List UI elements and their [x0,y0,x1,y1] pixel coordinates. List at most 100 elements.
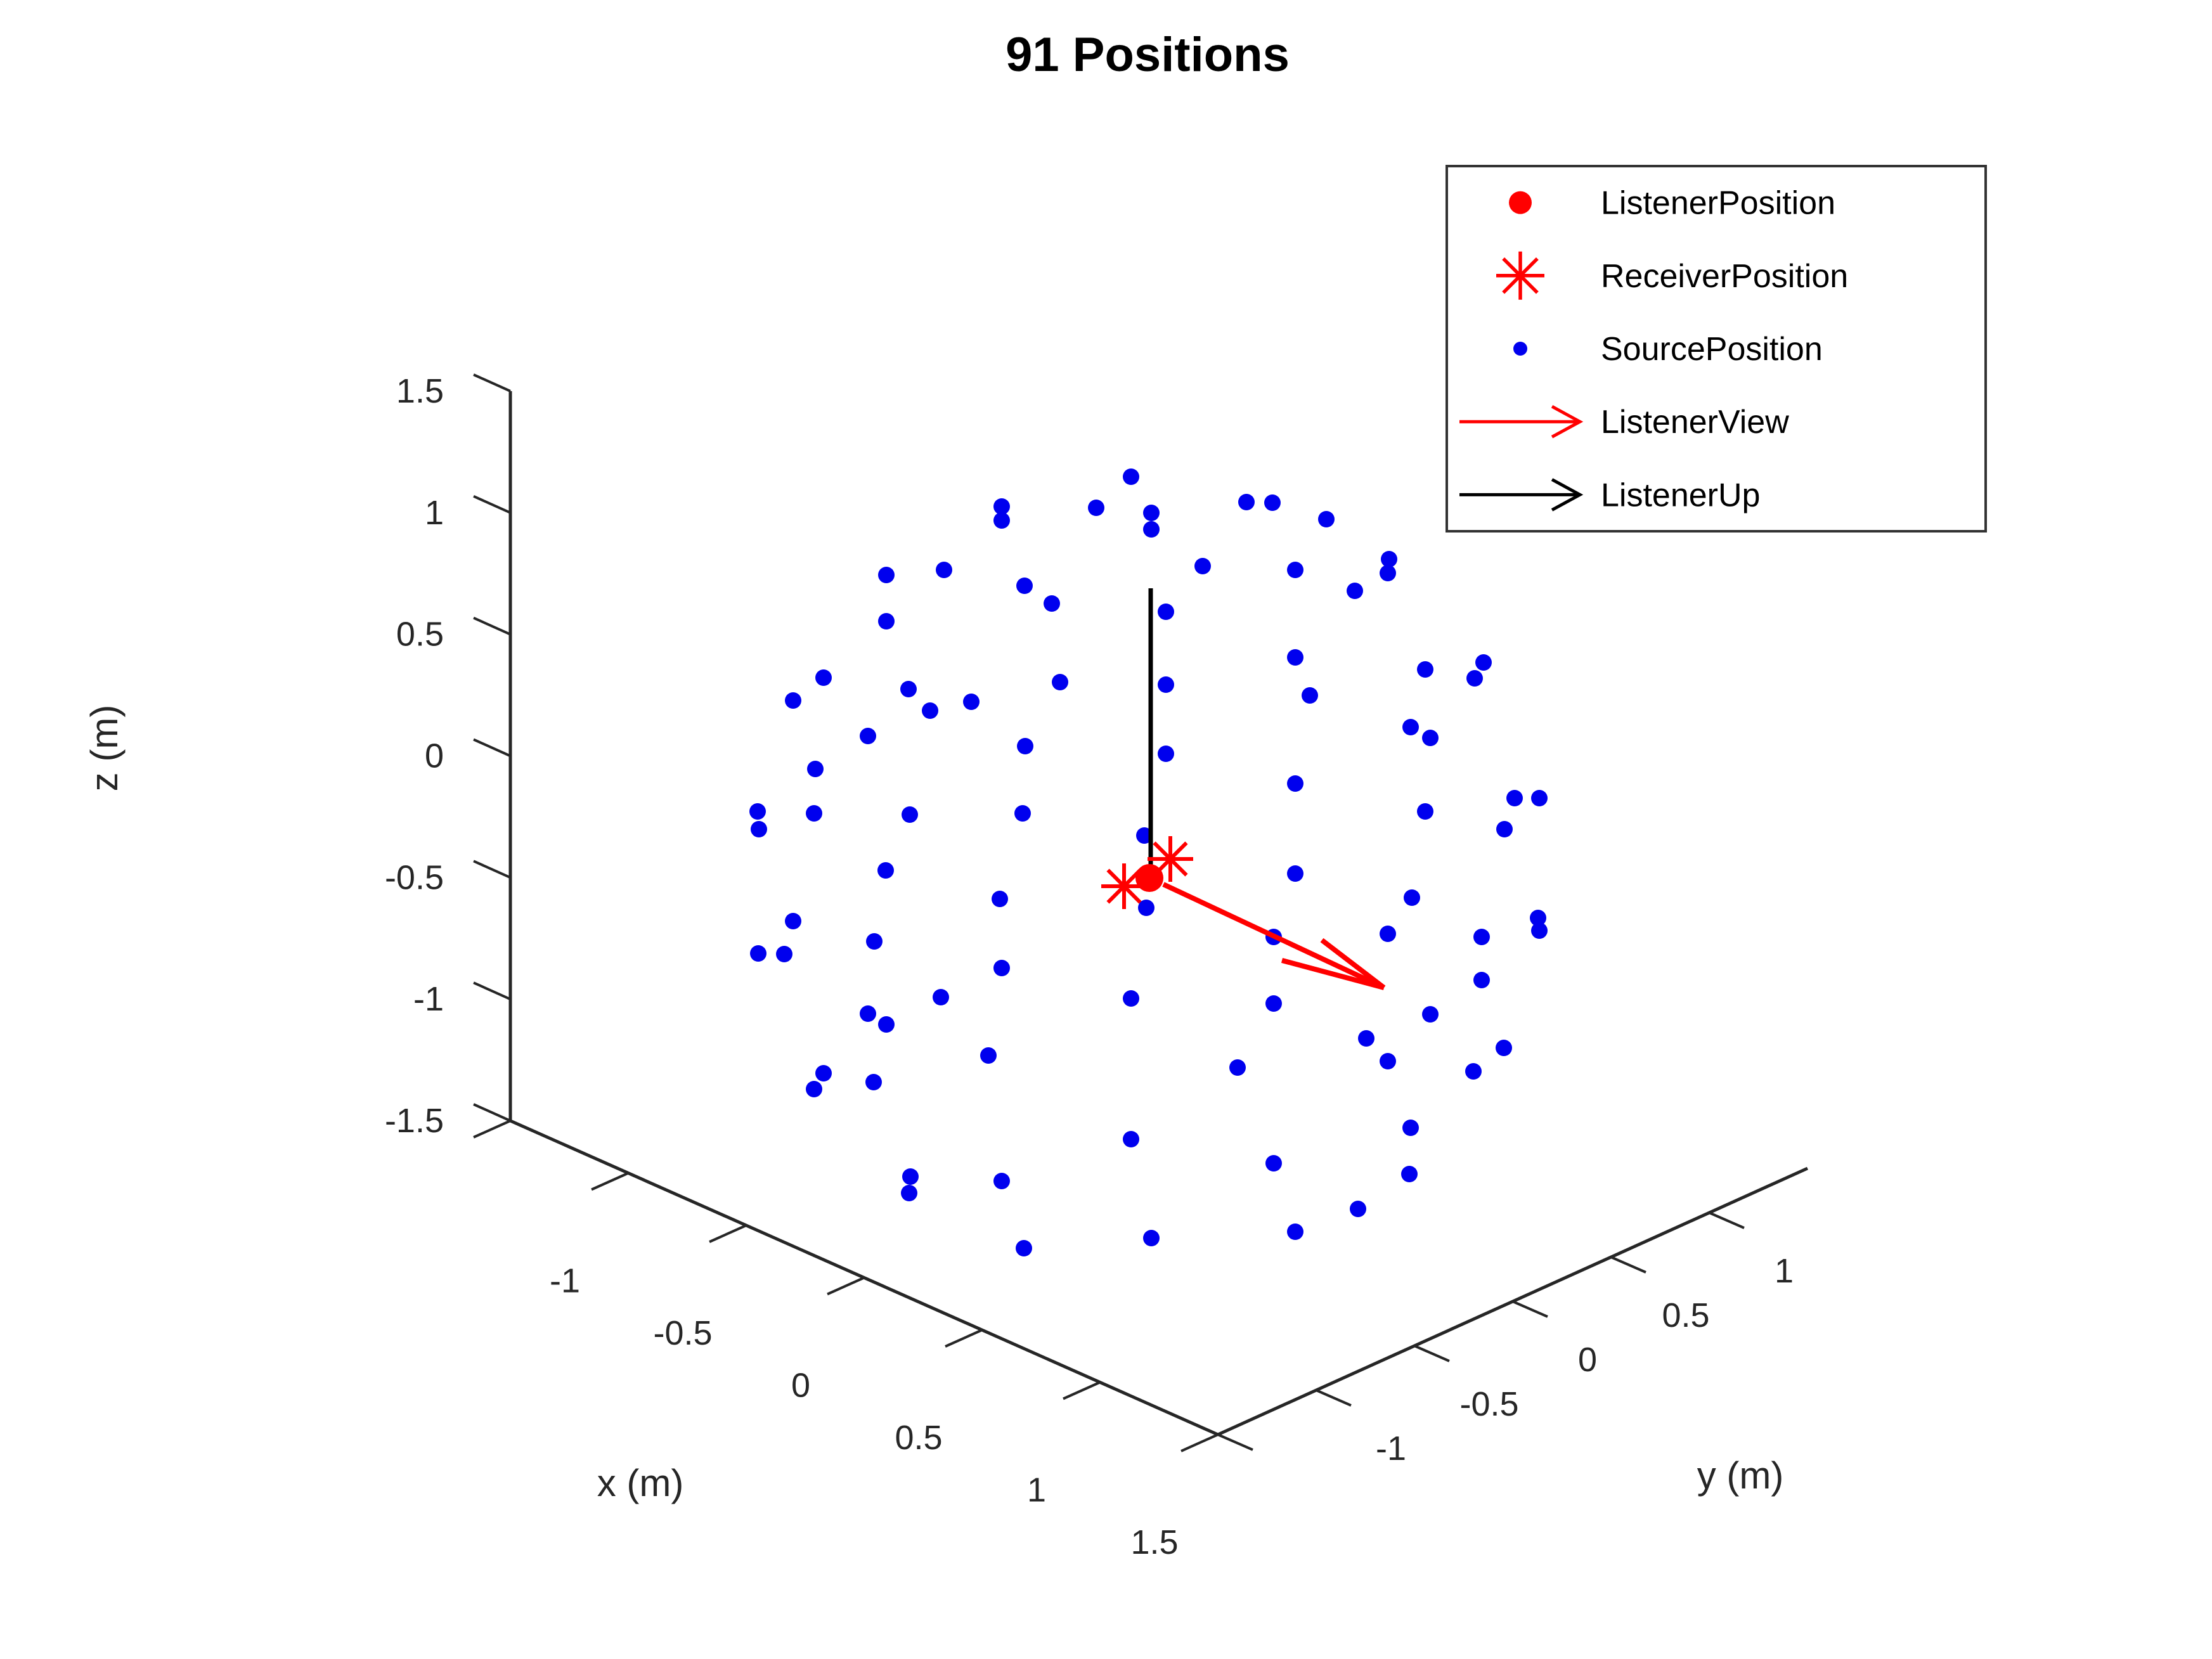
source-point [1287,562,1303,578]
y-tick [1414,1345,1450,1362]
source-point [1496,1040,1512,1056]
source-point [1017,738,1033,754]
z-tick [473,981,511,1000]
source-point [936,562,952,578]
x-tick [827,1276,865,1296]
source-point [963,694,980,710]
z-tick-label: 1.5 [396,372,444,410]
source-point [750,945,766,962]
source-point [1143,521,1160,538]
source-point [1531,922,1548,939]
source-point [901,1185,917,1201]
source-point [1475,654,1492,671]
source-point [993,498,1010,515]
x-tick [945,1329,983,1348]
z-tick [473,373,511,392]
source-point [933,989,949,1005]
source-point [1380,1053,1396,1069]
source-point [865,1074,882,1090]
x-tick-label: -0.5 [653,1314,712,1352]
z-tick [473,494,511,514]
z-tick [473,1103,511,1122]
z-axis-label: z (m) [83,705,126,792]
source-point [749,803,766,820]
source-point [1531,790,1548,806]
source-point [877,862,894,879]
source-point [1123,468,1139,485]
source-point [785,692,801,709]
arrow-head-icon [1551,478,1584,512]
source-point [1318,511,1335,527]
source-point [902,1168,919,1185]
x-axis: -1 -0.5 0 0.5 1 1.5 [473,1119,1219,1561]
legend-label: ListenerUp [1601,477,1760,513]
z-tick-label: -1.5 [385,1102,444,1140]
source-point [1158,604,1174,620]
asterisk-ray [1106,868,1142,904]
source-point [1238,494,1255,510]
source-point [1417,803,1433,820]
source-point [1287,1223,1303,1240]
source-point [1158,746,1174,762]
y-tick-label: 0 [1578,1341,1597,1379]
source-point [1530,910,1546,926]
y-axis: -1 -0.5 0 0.5 1 [1217,1166,1809,1468]
source-point [806,805,822,822]
source-point [1404,889,1420,906]
legend-label: SourcePosition [1601,331,1823,368]
y-tick [1316,1389,1352,1407]
x-tick-label: 1.5 [1130,1523,1178,1561]
source-point [878,567,895,583]
z-axis: -1.5 -1 -0.5 0 0.5 1 1.5 [385,372,512,1140]
source-point [993,960,1010,976]
listener-view-arrow-shaft [1162,882,1385,990]
x-tick [1180,1433,1219,1452]
y-tick-label: 0.5 [1662,1296,1709,1334]
x-tick-label: -1 [550,1262,580,1300]
source-point [992,891,1008,907]
plot-title: 91 Positions [1006,28,1290,82]
source-point [1229,1059,1246,1076]
x-tick [473,1120,511,1139]
y-tick [1217,1433,1253,1451]
source-point [1473,972,1490,988]
z-tick [473,860,511,879]
listener-markers [1101,588,1386,990]
legend-label: ListenerView [1601,404,1789,441]
source-point [815,669,832,686]
source-point [1287,865,1303,882]
x-tick-label: 1 [1027,1471,1046,1509]
source-point [993,1173,1010,1189]
z-tick [473,738,511,758]
source-point [1496,821,1513,837]
source-point [1016,578,1033,594]
source-point [1287,775,1303,792]
legend-box [1446,165,1987,533]
source-point [815,1065,832,1081]
z-tick-label: 1 [425,494,444,532]
legend-row [1509,191,1532,214]
source-point [1143,505,1160,521]
source-point [922,702,938,719]
source-point [751,821,767,837]
y-tick [1610,1256,1646,1274]
source-point [1417,661,1433,678]
source-point [860,728,876,744]
x-tick [591,1172,629,1191]
receiver-marker-asterisk [1148,836,1193,882]
listener-view-arrow-barb [1281,958,1385,990]
source-point [1465,1063,1482,1080]
source-point [1138,900,1155,916]
legend-label: ReceiverPosition [1601,258,1848,295]
listener-view-arrow-barb [1320,938,1386,990]
y-tick-label: -0.5 [1459,1385,1518,1423]
source-point [1302,687,1318,704]
source-point [1265,1155,1282,1172]
source-point [1381,551,1397,567]
y-tick-label: -1 [1376,1430,1406,1468]
arrow-head-icon [1551,405,1584,439]
source-point [785,913,801,929]
source-point [1358,1030,1374,1047]
